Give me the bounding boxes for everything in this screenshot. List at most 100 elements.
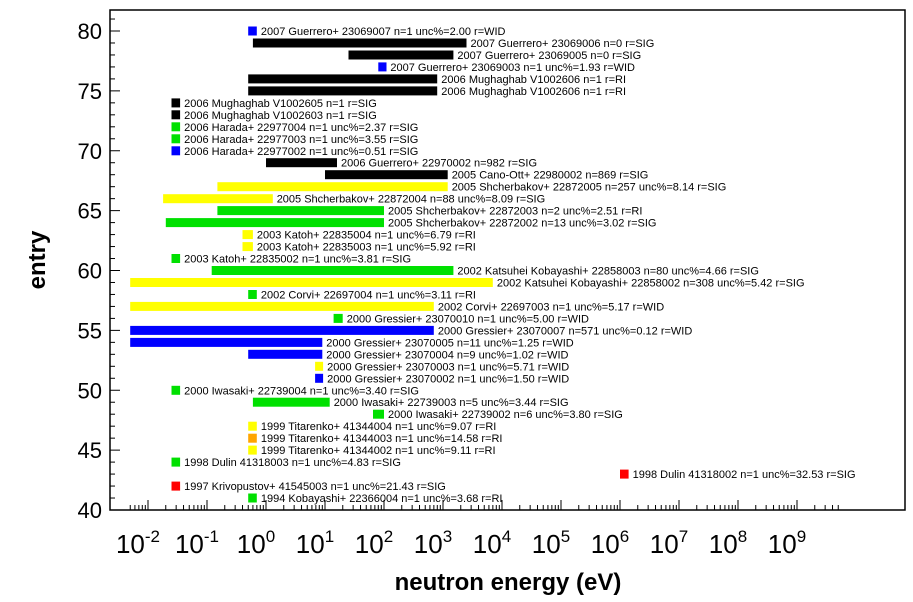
bar-57 [130, 301, 434, 311]
bar-label-51: 2000 Gressier+ 23070002 n=1 unc%=1.50 r=… [327, 373, 569, 385]
y-tick-label-50: 50 [78, 378, 102, 403]
bar-71 [171, 134, 181, 144]
y-tick-label-45: 45 [78, 438, 102, 463]
bar-label-48: 2000 Iwasaki+ 22739002 n=6 unc%=3.80 r=S… [388, 409, 623, 421]
bar-50 [171, 385, 181, 395]
bar-label-76: 2006 Mughaghab V1002606 n=1 r=RI [441, 74, 626, 86]
bar-68 [325, 170, 448, 180]
x-tick-label--2: 10-2 [116, 527, 160, 559]
y-tick-label-55: 55 [78, 318, 102, 343]
bar-62 [242, 242, 253, 252]
bar-48 [373, 409, 384, 419]
bar-label-75: 2006 Mughaghab V1002606 n=1 r=RI [441, 86, 626, 98]
bar-label-60: 2002 Katsuhei Kobayashi+ 22858003 n=80 u… [457, 266, 759, 278]
bar-61 [171, 254, 181, 263]
y-tick-label-75: 75 [78, 79, 102, 104]
bar-label-69: 2006 Guerrero+ 22970002 n=982 r=SIG [341, 158, 537, 170]
bar-label-42: 1997 Krivopustov+ 41545003 n=1 unc%=21.4… [184, 481, 446, 493]
x-tick-label-4: 104 [473, 527, 511, 559]
bar-47 [248, 421, 257, 431]
bar-79 [252, 38, 467, 48]
bar-label-53: 2000 Gressier+ 23070004 n=9 unc%=1.02 r=… [326, 349, 568, 361]
bar-label-65: 2005 Shcherbakov+ 22872003 n=2 unc%=2.51… [388, 206, 642, 218]
y-tick-label-40: 40 [78, 498, 102, 523]
bar-label-49: 2000 Iwasaki+ 22739003 n=5 unc%=3.44 r=S… [334, 397, 569, 409]
bar-75 [248, 86, 438, 96]
bar-60 [211, 266, 454, 275]
x-tick-label-8: 108 [709, 527, 747, 559]
bar-label-71: 2006 Harada+ 22977003 n=1 unc%=3.55 r=SI… [184, 134, 418, 146]
bar-label-44: 1998 Dulin 41318003 n=1 unc%=4.83 r=SIG [184, 457, 401, 469]
bar-label-79: 2007 Guerrero+ 23069006 n=0 r=SIG [471, 38, 655, 50]
bar-label-67: 2005 Shcherbakov+ 22872005 n=257 unc%=8.… [452, 182, 727, 194]
x-axis: 10-2 10-1 100 101 102 103 104 105 106 107 108 109 [116, 500, 839, 559]
x-tick-label-6: 106 [591, 527, 629, 559]
bar-56 [333, 313, 343, 323]
bar-label-72: 2006 Harada+ 22977004 n=1 unc%=2.37 r=SI… [184, 122, 418, 134]
bar-label-68: 2005 Cano-Ott+ 22980002 n=869 r=SIG [452, 170, 649, 182]
bar-76 [248, 74, 438, 84]
bar-45 [248, 445, 257, 455]
bar-label-58: 2002 Corvi+ 22697004 n=1 unc%=3.11 r=RI [261, 289, 476, 301]
y-tick-label-65: 65 [78, 199, 102, 224]
bar-51 [315, 373, 324, 383]
bar-70 [171, 146, 181, 156]
bar-label-57: 2002 Corvi+ 22697003 n=1 unc%=5.17 r=WID [438, 301, 664, 313]
x-tick-label-7: 107 [650, 527, 688, 559]
plot-frame [109, 9, 906, 511]
bar-label-50: 2000 Iwasaki+ 22739004 n=1 unc%=3.40 r=S… [184, 385, 419, 397]
bar-label-77: 2007 Guerrero+ 23069003 n=1 unc%=1.93 r=… [390, 62, 635, 74]
y-axis-title: entry [24, 230, 51, 289]
y-tick-label-60: 60 [78, 259, 102, 284]
bar-69 [266, 158, 337, 168]
bar-74 [171, 98, 181, 108]
bar-label-66: 2005 Shcherbakov+ 22872004 n=88 unc%=8.0… [277, 194, 546, 206]
bar-label-61: 2003 Katoh+ 22835002 n=1 unc%=3.81 r=SIG [184, 254, 411, 266]
bar-53 [248, 349, 323, 359]
bar-44 [171, 457, 181, 467]
bar-label-52: 2000 Gressier+ 23070003 n=1 unc%=5.71 r=… [327, 361, 569, 373]
bar-label-54: 2000 Gressier+ 23070005 n=11 unc%=1.25 r… [326, 337, 574, 349]
bar-42 [171, 481, 181, 491]
bar-46 [248, 433, 257, 443]
bar-label-46: 1999 Titarenko+ 41344003 n=1 unc%=14.58 … [261, 433, 503, 445]
bar-label-45: 1999 Titarenko+ 41344002 n=1 unc%=9.11 r… [261, 445, 496, 457]
bar-label-41: 1994 Kobayashi+ 22366004 n=1 unc%=3.68 r… [261, 493, 503, 505]
bar-label-55: 2000 Gressier+ 23070007 n=571 unc%=0.12 … [438, 325, 692, 337]
bar-52 [315, 361, 324, 371]
bar-label-56: 2000 Gressier+ 23070010 n=1 unc%=5.00 r=… [347, 313, 589, 325]
bar-59 [130, 278, 493, 287]
bar-54 [130, 337, 323, 347]
bar-label-74: 2006 Mughaghab V1002605 n=1 r=SIG [184, 98, 377, 110]
bar-78 [348, 50, 454, 60]
y-tick-label-70: 70 [78, 139, 102, 164]
bar-43 [620, 469, 629, 479]
y-tick-label-80: 80 [78, 19, 102, 44]
bar-67 [217, 182, 448, 192]
y-axis: 40 45 50 55 60 65 70 75 80 [78, 18, 120, 523]
bar-label-59: 2002 Katsuhei Kobayashi+ 22858002 n=308 … [497, 278, 805, 290]
bar-label-43: 1998 Dulin 41318002 n=1 unc%=32.53 r=SIG [633, 469, 856, 481]
bar-label-80: 2007 Guerrero+ 23069007 n=1 unc%=2.00 r=… [261, 26, 506, 38]
bar-label-70: 2006 Harada+ 22977002 n=1 unc%=0.51 r=SI… [184, 146, 418, 158]
bar-64 [165, 218, 384, 228]
bar-58 [248, 290, 257, 299]
x-tick-label-3: 103 [414, 527, 452, 559]
bars: 2007 Guerrero+ 23069007 n=1 unc%=2.00 r=… [130, 26, 856, 505]
x-tick-label--1: 10-1 [175, 527, 219, 559]
bar-49 [252, 397, 330, 407]
bar-77 [378, 62, 387, 72]
bar-72 [171, 122, 181, 132]
bar-63 [242, 230, 253, 240]
bar-55 [130, 325, 434, 335]
x-tick-label-2: 102 [355, 527, 393, 559]
bar-73 [171, 110, 181, 120]
bar-label-63: 2003 Katoh+ 22835004 n=1 unc%=6.79 r=RI [257, 230, 476, 242]
bar-label-62: 2003 Katoh+ 22835003 n=1 unc%=5.92 r=RI [257, 242, 476, 254]
bar-80 [248, 26, 257, 36]
bar-65 [217, 206, 384, 216]
bar-label-78: 2007 Guerrero+ 23069005 n=0 r=SIG [457, 50, 641, 62]
bar-label-47: 1999 Titarenko+ 41344004 n=1 unc%=9.07 r… [261, 421, 496, 433]
bar-label-64: 2005 Shcherbakov+ 22872002 n=13 unc%=3.0… [388, 218, 657, 230]
